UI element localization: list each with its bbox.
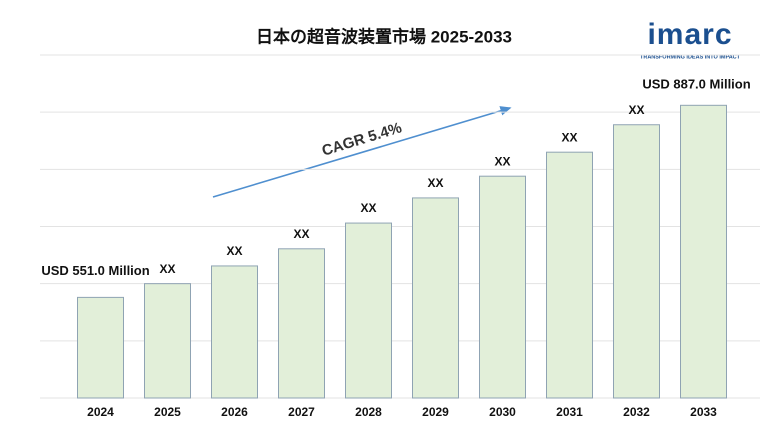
bar xyxy=(546,151,593,399)
bar xyxy=(278,248,325,399)
x-tick-label: 2025 xyxy=(154,405,181,419)
bar xyxy=(613,124,660,399)
value-label: USD 887.0 Million xyxy=(642,77,750,92)
value-label: XX xyxy=(427,176,443,190)
value-label: XX xyxy=(628,103,644,117)
bar xyxy=(479,175,526,399)
x-tick-label: 2033 xyxy=(690,405,717,419)
value-label: XX xyxy=(561,130,577,144)
cagr-label: CAGR 5.4% xyxy=(320,119,404,159)
value-label: XX xyxy=(494,154,510,168)
bar xyxy=(211,265,258,399)
logo-name: imarc xyxy=(647,18,732,51)
chart-title: 日本の超音波装置市場 2025-2033 xyxy=(256,26,512,46)
x-tick-label: 2031 xyxy=(556,405,583,419)
cagr-arrow xyxy=(212,106,512,198)
value-label: XX xyxy=(159,262,175,276)
x-tick-label: 2030 xyxy=(489,405,516,419)
value-label: XX xyxy=(226,244,242,258)
bar xyxy=(144,283,191,399)
logo-tagline: TRANSFORMING IDEAS INTO IMPACT xyxy=(640,54,741,60)
x-tick-label: 2028 xyxy=(355,405,382,419)
value-label: USD 551.0 Million xyxy=(41,263,149,278)
value-label: XX xyxy=(360,201,376,215)
bar xyxy=(77,296,124,399)
bar xyxy=(680,104,727,399)
x-tick-label: 2032 xyxy=(623,405,650,419)
x-tick-label: 2029 xyxy=(422,405,449,419)
x-tick-label: 2024 xyxy=(87,405,114,419)
value-label: XX xyxy=(293,227,309,241)
x-tick-label: 2026 xyxy=(221,405,248,419)
bar xyxy=(412,197,459,399)
bar xyxy=(345,222,392,399)
x-tick-label: 2027 xyxy=(288,405,315,419)
